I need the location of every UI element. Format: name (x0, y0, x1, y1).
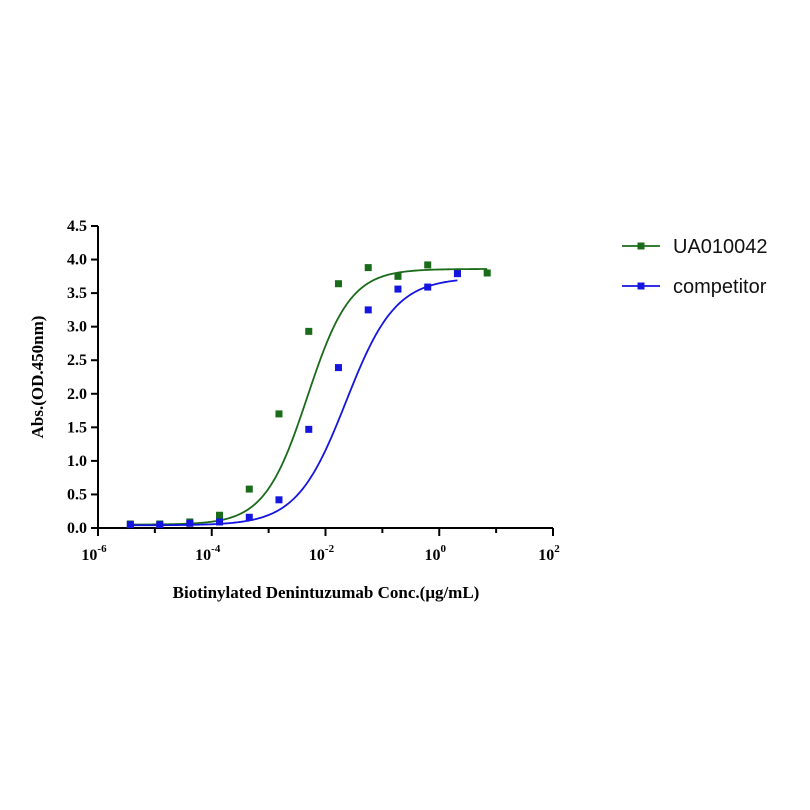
x-tick-label: 10-4 (195, 543, 221, 564)
data-point (305, 425, 313, 433)
x-tick-label: 10-2 (309, 543, 335, 564)
data-point (245, 513, 253, 521)
x-tick-exponent: 2 (554, 543, 560, 555)
data-point (305, 327, 313, 335)
x-tick-exponent: -6 (97, 543, 107, 555)
data-point (186, 519, 194, 527)
series-UA010042 (126, 261, 491, 528)
data-point (216, 511, 224, 519)
data-point (424, 283, 432, 291)
legend-label: UA010042 (673, 236, 768, 258)
y-tick-label: 0.0 (67, 520, 87, 537)
data-point (453, 270, 461, 278)
y-tick-label: 1.5 (67, 419, 87, 436)
data-point (364, 264, 372, 272)
data-point (126, 521, 134, 529)
x-tick-label: 102 (538, 543, 560, 564)
fit-curve (130, 268, 488, 526)
x-tick-base: 10 (81, 547, 97, 564)
y-tick-label: 4.0 (67, 252, 87, 269)
data-point (245, 485, 253, 493)
data-point (156, 521, 164, 529)
data-point (216, 518, 224, 526)
data-point (424, 261, 432, 269)
x-tick-label: 100 (425, 543, 447, 564)
y-tick-label: 2.5 (67, 352, 87, 369)
fit-curve (130, 279, 458, 527)
legend-label: competitor (673, 276, 767, 298)
y-tick-label: 3.0 (67, 319, 87, 336)
legend-marker (637, 282, 645, 290)
x-tick-label: 10-6 (81, 543, 107, 564)
x-tick-exponent: -4 (211, 543, 221, 555)
series-competitor (126, 270, 461, 529)
legend: UA010042 competitor (622, 236, 768, 298)
legend-item: UA010042 (622, 236, 768, 258)
axes: 0.00.51.01.52.02.53.03.54.04.510-6 10-4 10… (67, 218, 560, 564)
x-axis-title: Biotinylated Denintuzumab Conc.(μg/mL) (173, 583, 480, 602)
y-tick-label: 4.5 (67, 218, 87, 235)
data-point (394, 285, 402, 293)
data-point (394, 272, 402, 280)
data-point (364, 306, 372, 314)
data-point (334, 280, 342, 288)
data-point (334, 364, 342, 372)
legend-item: competitor (622, 276, 767, 298)
x-tick-base: 10 (195, 547, 211, 564)
y-tick-label: 0.5 (67, 486, 87, 503)
y-tick-label: 3.5 (67, 285, 87, 302)
legend-marker (637, 242, 645, 250)
x-tick-exponent: 0 (441, 543, 447, 555)
x-tick-base: 10 (309, 547, 325, 564)
y-tick-label: 2.0 (67, 386, 87, 403)
data-point (483, 269, 491, 277)
x-tick-base: 10 (538, 547, 554, 564)
data-point (275, 496, 283, 504)
x-tick-exponent: -2 (325, 543, 335, 555)
series-layer (126, 261, 491, 529)
y-axis-title: Abs.(OD.450nm) (28, 316, 47, 439)
x-tick-base: 10 (425, 547, 441, 564)
y-tick-label: 1.0 (67, 453, 87, 470)
data-point (275, 410, 283, 418)
